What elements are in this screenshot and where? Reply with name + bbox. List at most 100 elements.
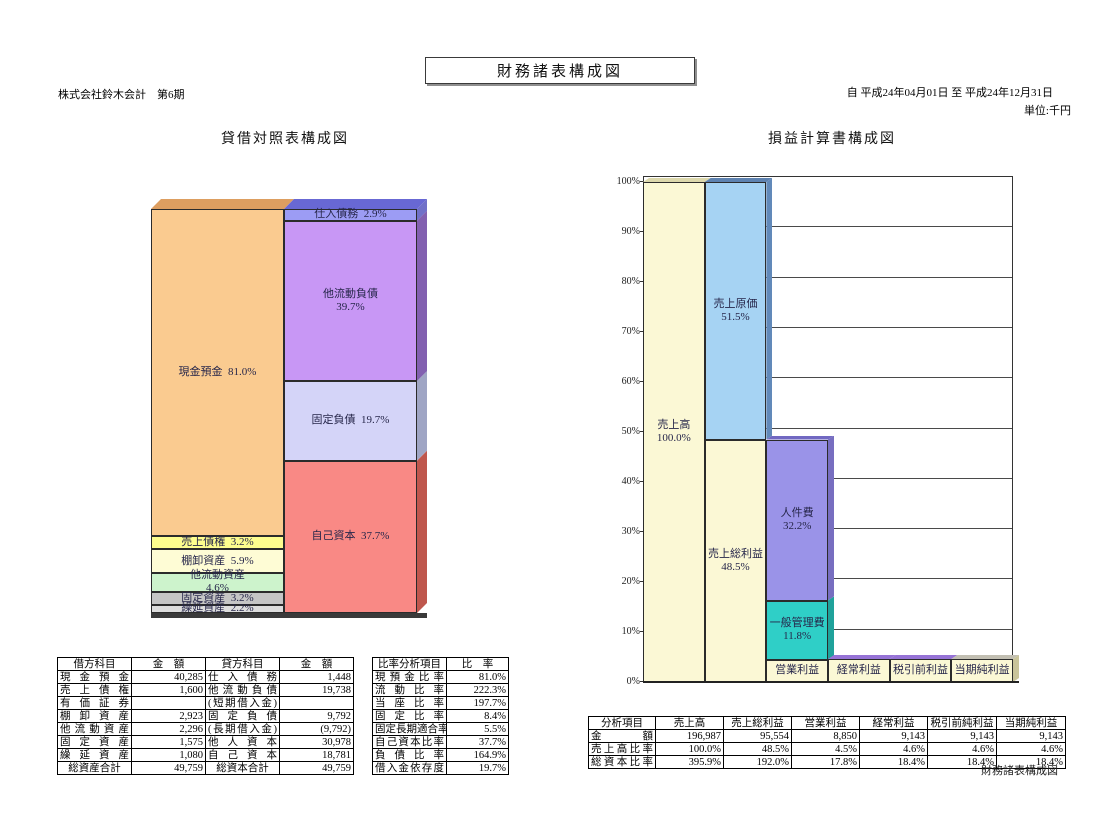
table-cell: 37.7% [446,735,509,749]
chart-3d-top-face [643,178,711,182]
income-chart-title: 損益計算書構成図 [768,132,896,147]
table-cell: 81.0% [446,670,509,684]
table-row: 固定比率 8.4% [372,709,509,723]
x-axis-base-line [643,681,1019,683]
balance-chart-title: 貸借対照表構成図 [221,132,349,147]
table-cell: 総資本合計 [205,761,280,775]
chart-3d-side-face [828,597,834,660]
table-cell: 18.4% [927,755,997,769]
table-cell: 借入金依存度 [372,761,447,775]
balance-table: 借方科目金 額貸方科目金 額現金預金 40,285 仕入債務 1,448 売上債権 1,6… [57,657,354,775]
table-header-row: 分析項目 売上高 売上総利益 営業利益 経常利益 税引前純利益 当期純利益 [588,716,1066,730]
chart-3d-side-face [1013,655,1019,682]
table-header-cell: 金 額 [279,657,354,671]
table-cell: 2,923 [131,709,206,723]
table-row: 自己資本比率 37.7% [372,735,509,749]
y-axis-tick-mark [640,431,643,432]
gridline [644,427,1012,429]
chart-3d-top-face [151,199,294,209]
table-header-cell: 比率分析項目 [372,657,447,671]
table-row: 借入金依存度 19.7% [372,761,509,775]
table-cell: 4.5% [791,742,860,756]
table-cell: 8.4% [446,709,509,723]
table-cell: 他人資本 [205,735,280,749]
table-header-cell: 比 率 [446,657,509,671]
table-cell: 1,080 [131,748,206,762]
y-axis-tick-mark [640,681,643,682]
chart-3d-top-face [828,655,896,659]
table-row: 有価証券 (短期借入金) [57,696,354,710]
table-cell: (長期借入金) [205,722,280,736]
table-cell: 30,978 [279,735,354,749]
report-title-box: 財務諸表構成図 [425,57,695,84]
chart-3d-side-face [828,436,834,601]
chart-segment [151,573,284,592]
table-cell: 9,792 [279,709,354,723]
chart-segment [151,604,284,614]
chart-segment [151,536,284,550]
chart-segment [284,381,417,461]
table-cell: 4.6% [996,742,1066,756]
table-row: 棚卸資産 2,923 固定負債 9,792 [57,709,354,723]
table-cell: 49,759 [279,761,354,775]
table-cell: 196,987 [655,729,724,743]
chart-segment [704,439,767,682]
y-axis-tick-label: 70% [621,326,640,337]
table-cell: 仕入債務 [205,670,280,684]
table-cell [279,696,354,710]
table-header-cell: 当期純利益 [996,716,1066,730]
table-cell: 395.9% [655,755,724,769]
table-cell: 17.8% [791,755,860,769]
table-cell: 負債比率 [372,748,447,762]
table-cell: 4.6% [927,742,997,756]
income-table: 分析項目 売上高 売上総利益 営業利益 経常利益 税引前純利益 当期純利益金 額 196,98… [588,716,1066,769]
table-row: 繰延資産 1,080 自己資本 18,781 [57,748,354,762]
table-header-cell: 売上高 [655,716,724,730]
y-axis-tick-label: 60% [621,376,640,387]
table-cell: 1,448 [279,670,354,684]
table-cell: 総資本比率 [588,755,656,769]
gridline [644,326,1012,328]
chart-3d-top-face [890,655,958,659]
table-cell: 売上債権 [57,683,132,697]
table-cell: 自己資本 [205,748,280,762]
table-header-row: 借方科目金 額貸方科目金 額 [57,657,354,671]
y-axis-tick-label: 20% [621,576,640,587]
table-row: 現金預金 40,285 仕入債務 1,448 [57,670,354,684]
fiscal-period: 自 平成24年04月01日 至 平成24年12月31日 [846,87,1053,99]
table-cell [131,696,206,710]
y-axis-tick-mark [640,181,643,182]
table-cell: 19,738 [279,683,354,697]
table-cell: 金 額 [588,729,656,743]
table-cell: 9,143 [927,729,997,743]
chart-3d-top-face [951,655,1019,659]
table-cell: 9,143 [859,729,928,743]
gridline [644,226,1012,228]
y-axis-tick-label: 90% [621,226,640,237]
table-cell: 売上高比率 [588,742,656,756]
table-cell: 繰延資産 [57,748,132,762]
company-and-period: 株式会社鈴木会計 第6期 [58,89,185,101]
chart-segment [284,460,417,613]
table-cell: 40,285 [131,670,206,684]
chart-3d-side-face [417,211,427,381]
chart-segment [766,659,828,682]
gridline [644,377,1012,379]
table-cell: 5.5% [446,722,509,736]
y-axis-tick-label: 0% [626,676,640,687]
table-cell: 19.7% [446,761,509,775]
y-axis-tick-mark [640,231,643,232]
table-cell: 197.7% [446,696,509,710]
chart-base-shadow [151,613,427,618]
y-axis-tick-label: 30% [621,526,640,537]
table-row: 現預金比率 81.0% [372,670,509,684]
table-header-cell: 貸方科目 [205,657,280,671]
table-header-cell: 売上総利益 [723,716,792,730]
chart-3d-side-face [417,199,427,221]
table-cell: 自己資本比率 [372,735,447,749]
y-axis-tick-mark [640,631,643,632]
chart-segment [284,220,417,382]
table-header-cell: 借方科目 [57,657,132,671]
table-header-cell: 税引前純利益 [927,716,997,730]
chart-segment [766,439,828,601]
